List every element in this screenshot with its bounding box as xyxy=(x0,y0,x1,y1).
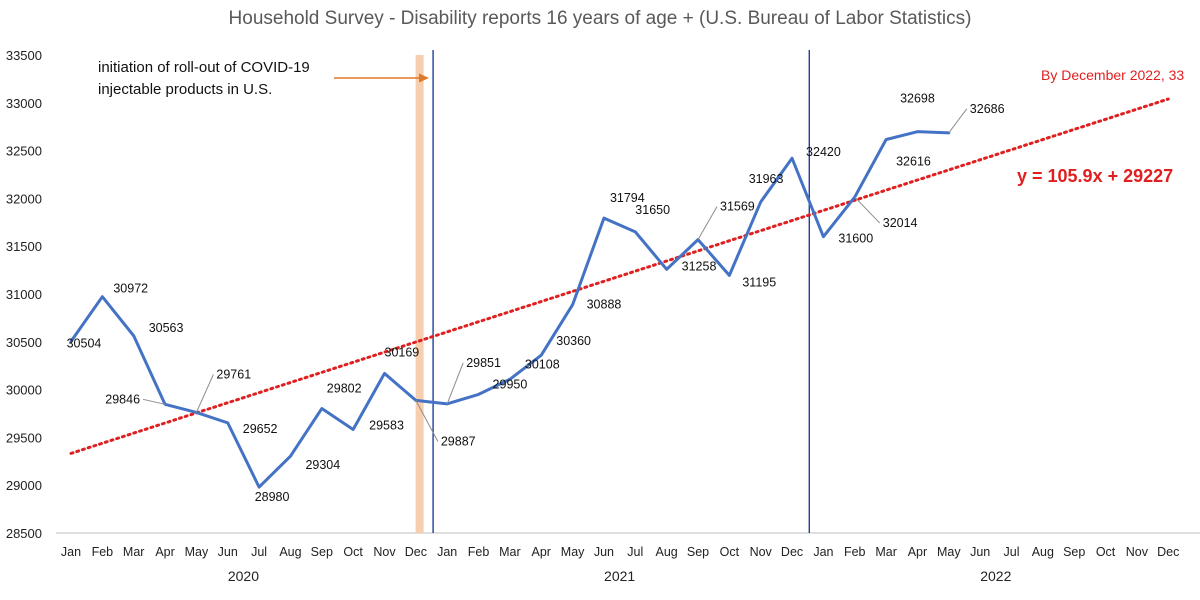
x-tick-label: Mar xyxy=(123,545,145,559)
data-label: 30972 xyxy=(113,282,148,296)
data-series-line xyxy=(69,130,951,489)
chart-title: Household Survey - Disability reports 16… xyxy=(228,8,972,29)
data-label: 31963 xyxy=(749,172,784,186)
x-tick-label: Sep xyxy=(687,545,709,559)
data-label: 32616 xyxy=(896,155,931,169)
x-tick-label: Oct xyxy=(720,545,740,559)
y-tick-label: 30000 xyxy=(6,383,42,398)
data-label: 31794 xyxy=(610,191,645,205)
data-label: 30169 xyxy=(385,345,420,359)
x-tick-label: Nov xyxy=(750,545,773,559)
x-tick-label: Jun xyxy=(970,545,990,559)
x-tick-label: Feb xyxy=(92,545,114,559)
x-tick-label: Dec xyxy=(405,545,427,559)
x-tick-label: Dec xyxy=(781,545,803,559)
x-tick-label: Feb xyxy=(844,545,866,559)
data-label-leader xyxy=(697,206,718,240)
data-label-leader xyxy=(854,196,881,224)
y-tick-label: 31500 xyxy=(6,239,42,254)
x-tick-label: Jul xyxy=(1004,545,1020,559)
rollout-marker-band xyxy=(415,55,424,533)
data-label: 29304 xyxy=(305,458,340,472)
y-tick-label: 33500 xyxy=(6,48,42,63)
covid-rollout-annotation: initiation of roll-out of COVID-19 injec… xyxy=(98,57,310,101)
data-label: 29851 xyxy=(466,356,501,370)
data-label: 31195 xyxy=(742,275,776,289)
x-tick-label: Nov xyxy=(373,545,396,559)
x-tick-label: Jul xyxy=(251,545,267,559)
data-label-leader xyxy=(195,374,214,413)
data-label: 29950 xyxy=(493,377,528,391)
data-label: 29761 xyxy=(216,367,251,381)
y-tick-label: 28500 xyxy=(6,526,42,541)
trendline xyxy=(69,97,1170,455)
annotation-line-2: injectable products in U.S. xyxy=(98,81,273,98)
x-tick-label: Aug xyxy=(656,545,678,559)
x-tick-label: Jul xyxy=(627,545,643,559)
y-tick-label: 33000 xyxy=(6,96,42,111)
x-tick-label: Sep xyxy=(1063,545,1085,559)
year-label: 2022 xyxy=(980,568,1011,584)
data-label: 31600 xyxy=(838,232,873,246)
x-tick-label: Aug xyxy=(1032,545,1054,559)
trendline-equation: y = 105.9x + 29227 xyxy=(1017,166,1174,186)
x-tick-label: Mar xyxy=(875,545,897,559)
x-tick-label: Apr xyxy=(532,545,551,559)
x-tick-label: May xyxy=(185,545,209,559)
projection-label: By December 2022, 33 xyxy=(1041,67,1185,83)
data-label: 29583 xyxy=(369,418,404,432)
x-tick-label: Jan xyxy=(61,545,81,559)
x-tick-label: Aug xyxy=(279,545,301,559)
year-label: 2021 xyxy=(604,568,635,584)
x-tick-label: Nov xyxy=(1126,545,1149,559)
x-tick-label: Jun xyxy=(218,545,238,559)
data-label: 30504 xyxy=(67,336,102,350)
data-label: 32014 xyxy=(883,216,918,230)
x-tick-label: Jan xyxy=(813,545,833,559)
x-tick-label: Dec xyxy=(1157,545,1179,559)
data-label: 30888 xyxy=(587,298,622,312)
data-label: 28980 xyxy=(255,490,290,504)
data-label-leader xyxy=(142,398,166,405)
data-label-leader xyxy=(948,108,968,134)
y-tick-label: 32500 xyxy=(6,144,42,159)
x-tick-label: Apr xyxy=(908,545,927,559)
data-label-leader xyxy=(415,400,439,442)
y-tick-label: 30500 xyxy=(6,335,42,350)
x-tick-label: Feb xyxy=(468,545,490,559)
data-label: 31258 xyxy=(682,259,717,273)
data-label: 30563 xyxy=(149,321,184,335)
data-label: 30360 xyxy=(556,334,591,348)
x-tick-label: Jan xyxy=(437,545,457,559)
annotation-arrow-head xyxy=(419,73,429,83)
data-label: 29846 xyxy=(105,392,140,406)
data-label: 32420 xyxy=(806,145,841,159)
y-tick-label: 31000 xyxy=(6,287,42,302)
x-tick-label: Apr xyxy=(155,545,174,559)
x-tick-label: Jun xyxy=(594,545,614,559)
data-label: 30108 xyxy=(525,357,560,371)
data-label: 29802 xyxy=(327,382,362,396)
x-tick-label: Sep xyxy=(311,545,333,559)
data-label: 32686 xyxy=(970,102,1005,116)
data-label: 31569 xyxy=(720,200,755,214)
data-label: 31650 xyxy=(635,203,670,217)
x-tick-label: Oct xyxy=(1096,545,1116,559)
data-label: 29887 xyxy=(441,434,476,448)
y-tick-label: 29500 xyxy=(6,430,42,445)
x-tick-label: May xyxy=(561,545,585,559)
data-label-leader xyxy=(446,362,464,405)
data-label: 32698 xyxy=(900,92,935,106)
y-tick-label: 32000 xyxy=(6,191,42,206)
x-tick-label: May xyxy=(937,545,961,559)
x-tick-label: Oct xyxy=(343,545,363,559)
x-tick-label: Mar xyxy=(499,545,521,559)
y-tick-label: 29000 xyxy=(6,478,42,493)
year-label: 2020 xyxy=(228,568,259,584)
data-label: 29652 xyxy=(243,422,278,436)
annotation-line-1: initiation of roll-out of COVID-19 xyxy=(98,59,310,76)
